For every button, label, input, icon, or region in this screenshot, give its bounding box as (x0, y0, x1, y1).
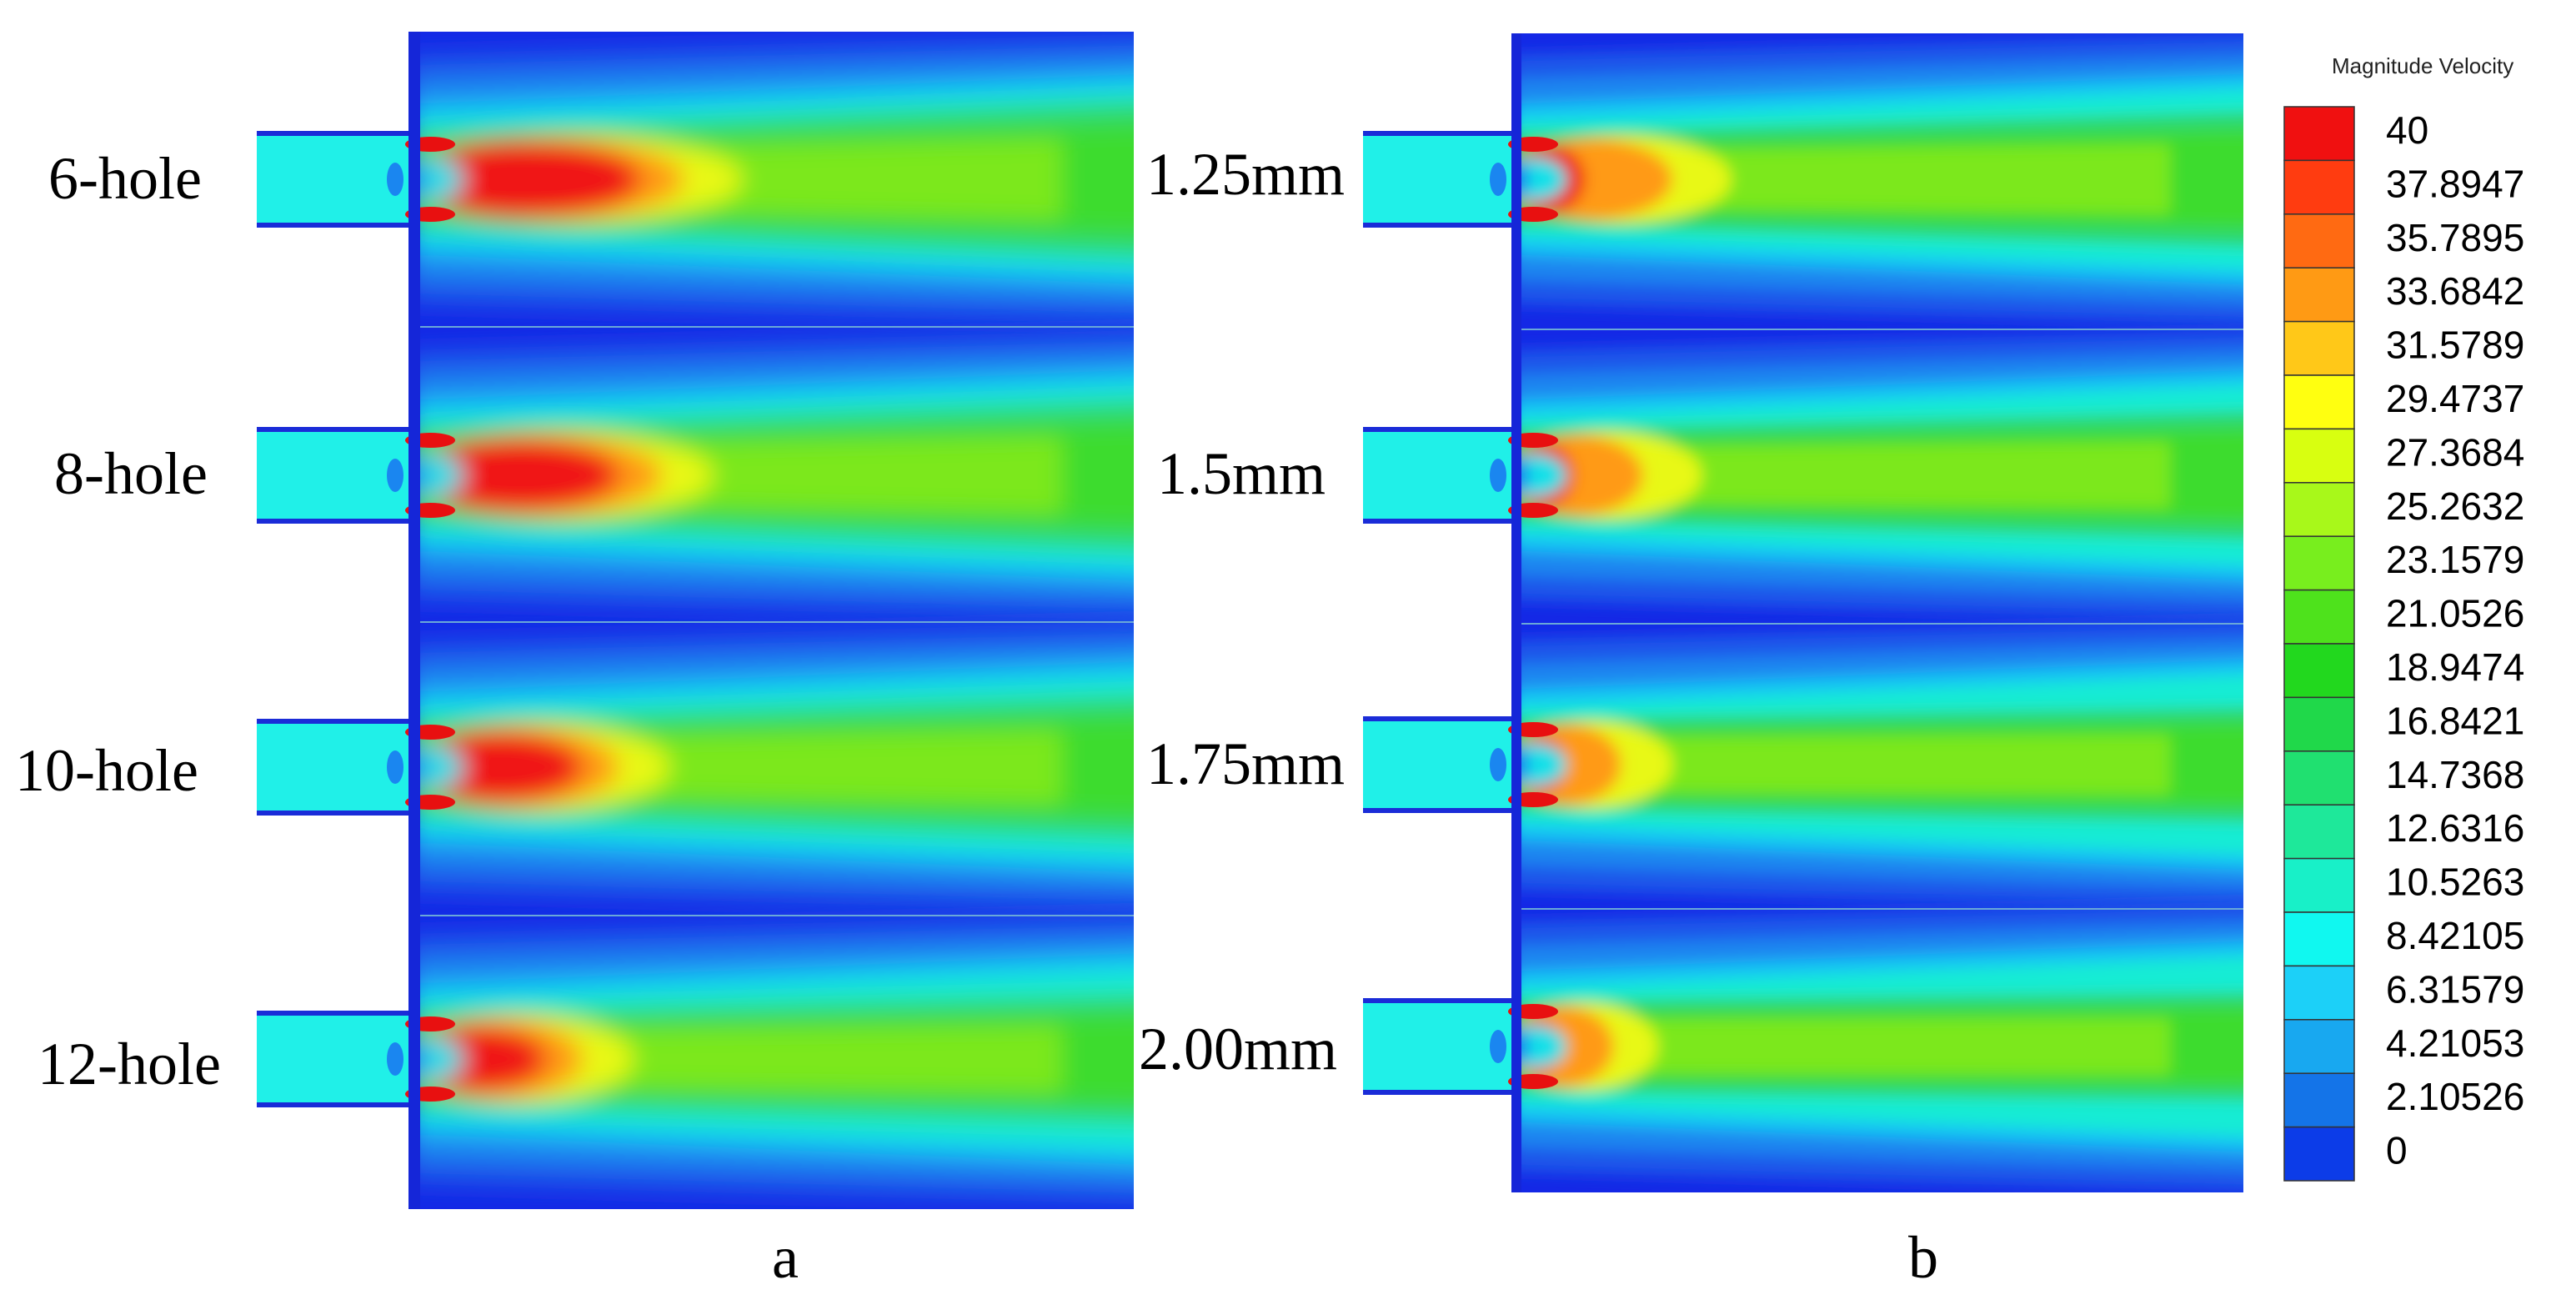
legend-swatch-6 (2283, 428, 2355, 484)
jet-2 (408, 330, 1134, 620)
legend-label-8: 23.1579 (2386, 538, 2524, 581)
injector-wall (408, 32, 420, 1209)
legend-label-3: 33.6842 (2386, 269, 2524, 313)
legend-label-15: 8.42105 (2386, 914, 2524, 957)
row-label-8-hole: 8-hole (54, 440, 208, 507)
legend-label-13: 12.6316 (2386, 806, 2524, 850)
panel-a-contours (257, 32, 1134, 1209)
legend-swatch-12 (2283, 750, 2355, 806)
legend-swatch-1 (2283, 159, 2355, 215)
jet-4 (1520, 901, 2243, 1192)
inlet-pipe-4 (257, 1011, 455, 1107)
legend-label-19: 0 (2386, 1129, 2408, 1172)
legend-label-11: 16.8421 (2386, 699, 2524, 742)
legend-swatch-16 (2283, 965, 2355, 1021)
legend-swatch-9 (2283, 589, 2355, 645)
legend-label-4: 31.5789 (2386, 324, 2524, 367)
legend-label-18: 2.10526 (2386, 1075, 2524, 1118)
jet-3 (1520, 620, 2243, 910)
legend-label-0: 40 (2386, 108, 2428, 152)
row-label-6-hole: 6-hole (48, 145, 202, 212)
jet-2 (1520, 330, 2243, 620)
legend-swatch-8 (2283, 535, 2355, 591)
legend-label-6: 27.3684 (2386, 430, 2524, 474)
row-label-1.75mm: 1.75mm (1146, 730, 1345, 797)
jet-1 (1520, 34, 2243, 324)
legend-swatch-0 (2283, 106, 2355, 162)
injector-wall (1511, 33, 1521, 1192)
legend-label-1: 37.8947 (2386, 162, 2524, 205)
panel-label-b: b (1908, 1224, 1938, 1291)
legend-label-5: 29.4737 (2386, 377, 2524, 420)
jet-3 (408, 622, 1134, 912)
legend-label-10: 18.9474 (2386, 645, 2524, 689)
inlet-pipe-2 (1363, 427, 1558, 524)
legend-label-14: 10.5263 (2386, 861, 2524, 904)
panel-b-contours (1363, 33, 2243, 1192)
legend-label-12: 14.7368 (2386, 753, 2524, 796)
inlet-pipe-4 (1363, 998, 1558, 1095)
legend-label-9: 21.0526 (2386, 592, 2524, 635)
row-label-2.00mm: 2.00mm (1139, 1016, 1337, 1082)
legend-swatch-19 (2283, 1126, 2355, 1182)
legend-swatch-3 (2283, 267, 2355, 323)
row-label-10-hole: 10-hole (15, 737, 198, 804)
row-label-1.5mm: 1.5mm (1157, 440, 1326, 507)
legend-label-2: 35.7895 (2386, 216, 2524, 259)
color-legend: 40 37.8947 35.7895 33.6842 31.5789 29.4737 27.… (2283, 106, 2524, 1182)
legend-swatch-7 (2283, 482, 2355, 537)
legend-label-7: 25.2632 (2386, 484, 2524, 528)
legend-swatch-10 (2283, 643, 2355, 699)
legend-swatch-17 (2283, 1019, 2355, 1074)
legend-swatch-11 (2283, 696, 2355, 752)
panel-label-a: a (772, 1224, 799, 1291)
jet-4 (408, 914, 1134, 1204)
legend-swatch-15 (2283, 911, 2355, 967)
inlet-pipe-3 (1363, 716, 1558, 813)
jet-1 (408, 34, 1134, 324)
legend-swatch-13 (2283, 804, 2355, 860)
legend-swatch-5 (2283, 374, 2355, 430)
legend-swatch-4 (2283, 320, 2355, 376)
legend-label-16: 6.31579 (2386, 967, 2524, 1011)
legend-label-17: 4.21053 (2386, 1021, 2524, 1065)
row-label-1.25mm: 1.25mm (1146, 141, 1345, 208)
legend-swatch-14 (2283, 857, 2355, 913)
legend-swatch-18 (2283, 1072, 2355, 1128)
legend-swatch-2 (2283, 213, 2355, 269)
inlet-pipe-3 (257, 719, 455, 816)
row-label-12-hole: 12-hole (38, 1031, 221, 1097)
legend-title: Magnitude Velocity (2332, 53, 2513, 78)
